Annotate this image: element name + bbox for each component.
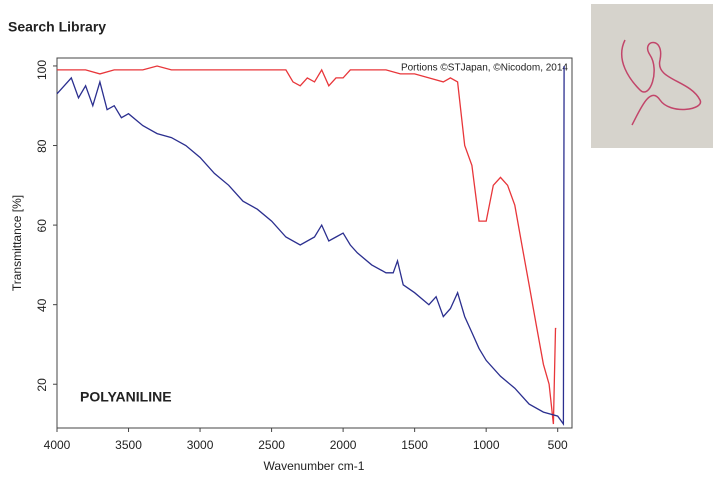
y-tick-label: 80 [35, 139, 49, 153]
x-tick-label: 2000 [330, 438, 357, 452]
sample-photo [591, 4, 713, 148]
y-tick-label: 20 [35, 378, 49, 392]
copyright-note: Portions ©STJapan, ©Nicodom, 2014 [401, 63, 568, 74]
photo-background [591, 4, 713, 148]
spectrum-line [57, 66, 564, 424]
x-tick-label: 3500 [115, 438, 142, 452]
x-tick-label: 500 [548, 438, 568, 452]
y-tick-label: 60 [35, 219, 49, 233]
y-axis-label: Transmittance [%] [10, 195, 24, 291]
spectrum-line [57, 66, 556, 424]
chart-title: Search Library [8, 19, 106, 35]
x-tick-label: 3000 [187, 438, 214, 452]
plot-frame [57, 58, 572, 428]
x-axis-label: Wavenumber cm-1 [264, 459, 365, 473]
x-tick-label: 4000 [44, 438, 71, 452]
x-tick-label: 1000 [473, 438, 500, 452]
chart: Search Library Wavenumber cm-1 Transmitt… [0, 0, 717, 475]
x-tick-label: 2500 [258, 438, 285, 452]
y-tick-label: 40 [35, 298, 49, 312]
x-tick-label: 1500 [401, 438, 428, 452]
compound-label: POLYANILINE [80, 389, 172, 405]
y-tick-label: 100 [35, 60, 49, 80]
